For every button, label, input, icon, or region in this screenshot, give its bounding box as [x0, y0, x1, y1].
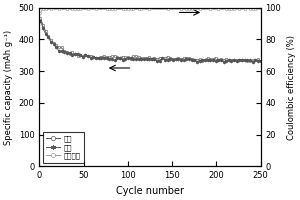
充电	[248, 60, 252, 63]
Line: 放电: 放电	[39, 19, 262, 64]
放电	[147, 58, 151, 61]
库伦效率	[216, 8, 220, 10]
充电	[147, 56, 151, 58]
库伦效率	[41, 7, 45, 10]
Legend: 充电, 放电, 库伦效率: 充电, 放电, 库伦效率	[43, 132, 84, 163]
库伦效率	[206, 6, 209, 9]
放电	[52, 43, 56, 46]
X-axis label: Cycle number: Cycle number	[116, 186, 184, 196]
充电	[259, 60, 262, 62]
放电	[208, 59, 212, 62]
充电	[38, 17, 42, 20]
库伦效率	[137, 8, 140, 10]
放电	[259, 60, 262, 62]
Line: 充电: 充电	[39, 17, 262, 63]
库伦效率	[52, 7, 56, 10]
放电	[195, 61, 199, 63]
放电	[137, 58, 140, 60]
库伦效率	[147, 7, 151, 10]
库伦效率	[259, 7, 262, 10]
Y-axis label: Specific capacity (mAh g⁻¹): Specific capacity (mAh g⁻¹)	[4, 29, 13, 145]
Line: 库伦效率: 库伦效率	[39, 6, 262, 14]
充电	[216, 58, 220, 61]
库伦效率	[246, 6, 249, 9]
库伦效率	[38, 12, 42, 14]
充电	[206, 57, 209, 59]
Y-axis label: Coulombic efficiency (%): Coulombic efficiency (%)	[287, 35, 296, 140]
充电	[52, 42, 56, 44]
充电	[137, 56, 140, 58]
放电	[219, 59, 223, 61]
放电	[38, 19, 42, 22]
充电	[41, 24, 45, 26]
放电	[41, 27, 45, 29]
